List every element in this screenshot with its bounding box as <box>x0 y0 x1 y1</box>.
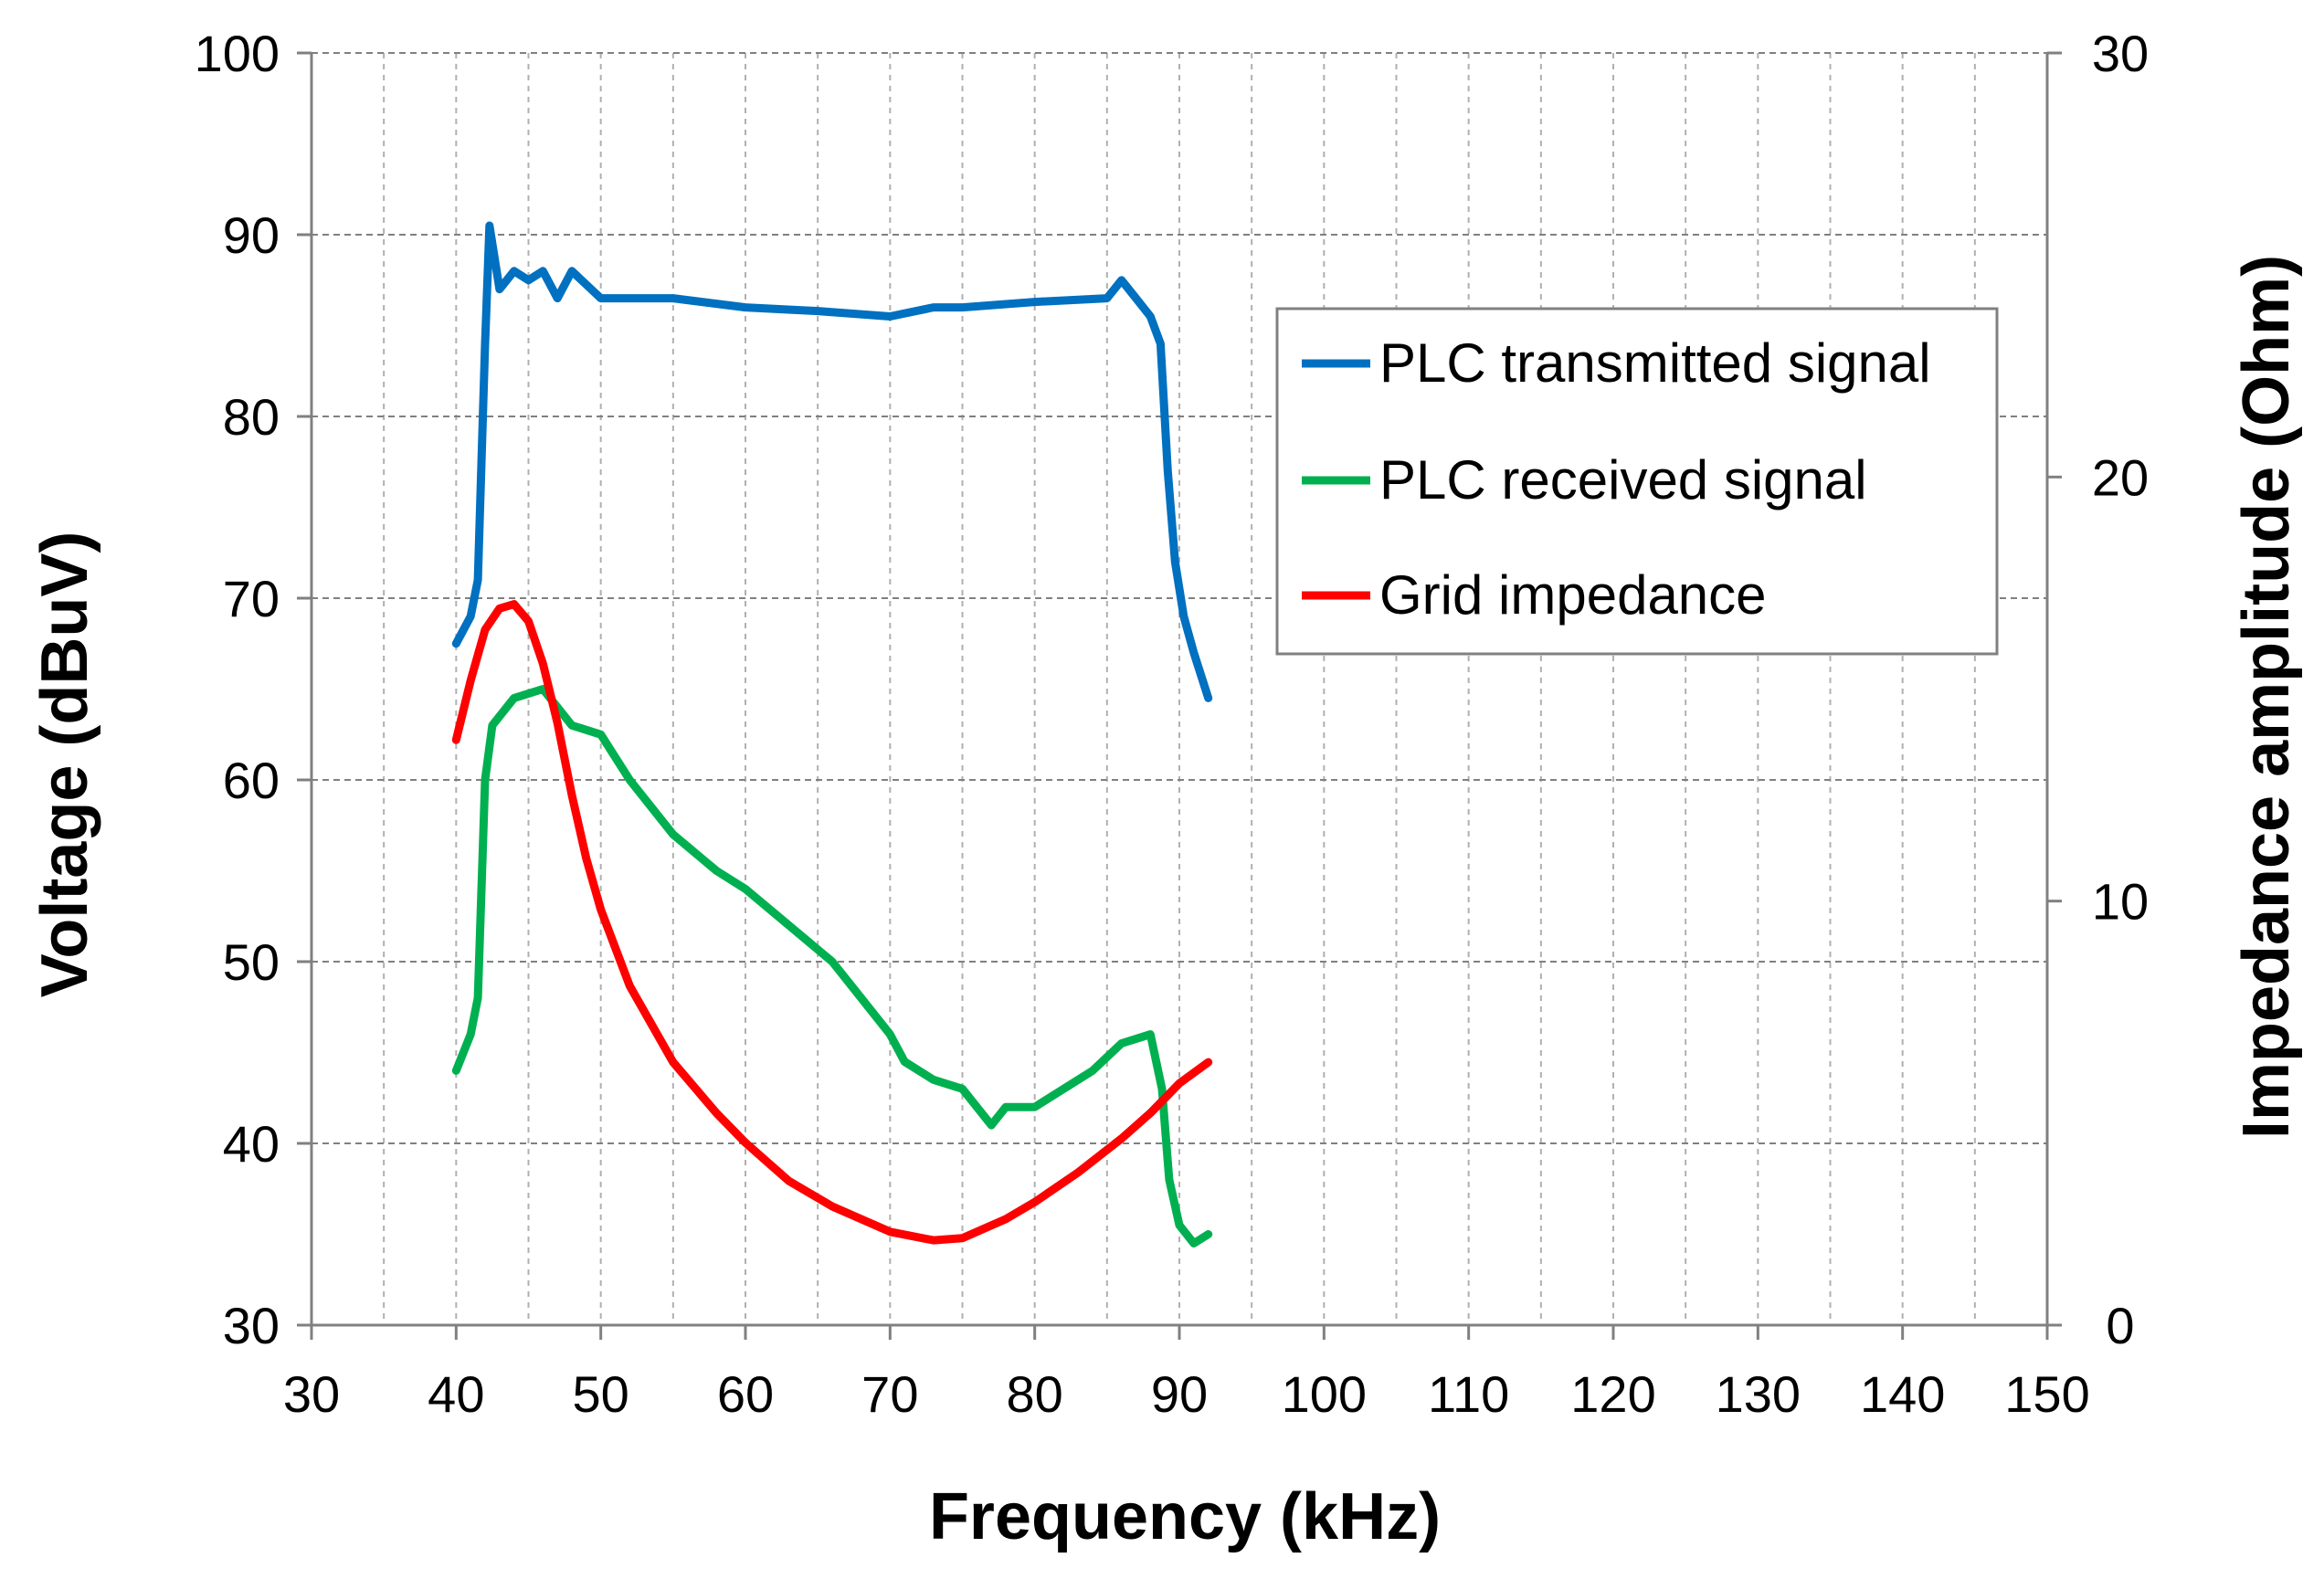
series-line-impedance <box>451 600 1213 1245</box>
y-tick-label: 40 <box>223 1115 280 1173</box>
x-tick-label: 150 <box>2004 1365 2089 1423</box>
y-tick-label: 30 <box>223 1297 280 1354</box>
y-tick-label: 50 <box>223 933 280 991</box>
x-tick-label: 70 <box>861 1365 918 1423</box>
x-tick-label: 90 <box>1151 1365 1208 1423</box>
vertical-gridlines <box>383 53 1976 1325</box>
y-tick-label: 100 <box>195 25 280 82</box>
x-axis-title: Frequency (kHz) <box>929 1480 1441 1553</box>
y2-tick-label: 0 <box>2106 1297 2134 1354</box>
y2-axis-title: Impedance amplitude (Ohm) <box>2230 255 2303 1139</box>
x-tick-label: 80 <box>1007 1365 1063 1423</box>
y-tick-label: 60 <box>223 752 280 809</box>
series-line-received <box>451 685 1213 1247</box>
x-tick-label: 110 <box>1428 1365 1509 1423</box>
x-tick-label: 100 <box>1282 1365 1367 1423</box>
y2-tick-label: 20 <box>2092 448 2149 506</box>
x-tick-labels: 30 40 50 60 70 80 90 100 110 120 130 140 150 <box>283 1365 2090 1423</box>
legend-label-impedance: Grid impedance <box>1379 564 1767 626</box>
x-tick-label: 40 <box>428 1365 484 1423</box>
y-tick-label: 70 <box>223 570 280 627</box>
y2-tick-labels: 0 10 20 30 <box>2092 25 2149 1354</box>
legend-box <box>1275 307 1999 656</box>
axes <box>297 51 2062 1340</box>
x-tick-label: 140 <box>1860 1365 1945 1423</box>
series-group <box>451 221 1213 1247</box>
y2-tick-label: 30 <box>2092 25 2149 82</box>
y-axis-title: Voltage (dBuV) <box>28 532 101 998</box>
series-line-transmitted <box>451 221 1213 702</box>
y-tick-label: 90 <box>223 206 280 264</box>
legend: PLC transmitted signal PLC received sign… <box>1275 307 1999 656</box>
x-tick-label: 120 <box>1570 1365 1655 1423</box>
x-tick-label: 130 <box>1716 1365 1801 1423</box>
x-tick-label: 50 <box>573 1365 629 1423</box>
y-tick-labels: 30 40 50 60 70 80 90 100 <box>195 25 280 1354</box>
y2-tick-label: 10 <box>2092 873 2149 931</box>
legend-label-received: PLC received signal <box>1379 449 1867 511</box>
legend-label-transmitted: PLC transmitted signal <box>1379 332 1931 394</box>
x-tick-label: 60 <box>717 1365 774 1423</box>
x-tick-label: 30 <box>283 1365 340 1423</box>
y-tick-label: 80 <box>223 388 280 446</box>
